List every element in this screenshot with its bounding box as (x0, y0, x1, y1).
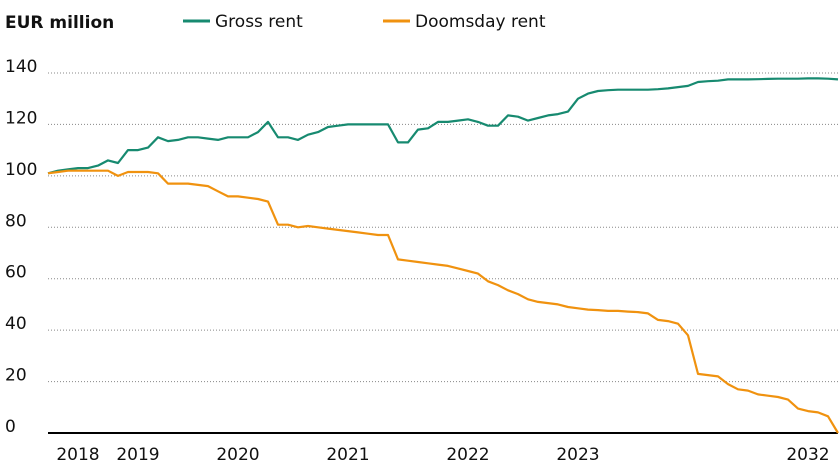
y-tick-label: 100 (5, 160, 37, 180)
x-tick-label: 2023 (556, 445, 599, 465)
x-tick-label: 2021 (326, 445, 369, 465)
y-tick-label: 60 (5, 263, 27, 283)
line-series (47, 169, 839, 434)
y-tick-label: 20 (5, 366, 27, 386)
x-tick-label: 2020 (216, 445, 259, 465)
x-tick-label: 2032 (786, 445, 829, 465)
y-tick-label: 80 (5, 211, 27, 231)
y-tick-label: 140 (5, 57, 37, 77)
legend-label: Doomsday rent (415, 12, 546, 32)
legend-label: Gross rent (215, 12, 303, 32)
y-tick-label: 120 (5, 108, 37, 128)
x-tick-label: 2019 (116, 445, 159, 465)
line-series (47, 77, 839, 175)
y-tick-label: 40 (5, 314, 27, 334)
y-axis-label: EUR million (5, 13, 114, 33)
x-tick-label: 2018 (56, 445, 99, 465)
y-tick-label: 0 (5, 417, 16, 437)
x-tick-label: 2022 (446, 445, 489, 465)
